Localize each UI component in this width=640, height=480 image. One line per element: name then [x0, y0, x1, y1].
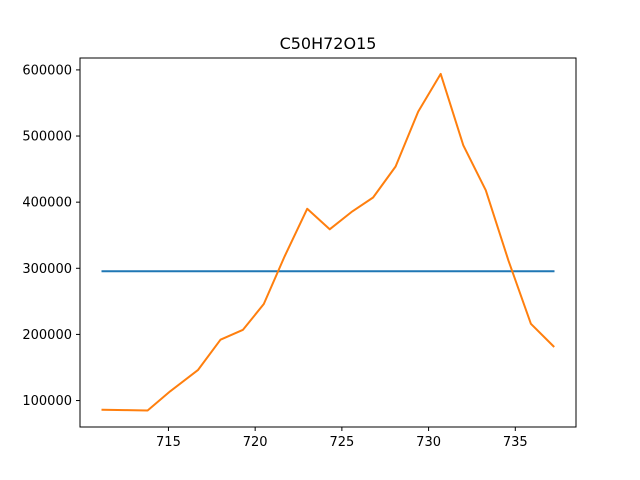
y-tick-label: 200000: [22, 328, 72, 343]
plot-area-frame: [79, 57, 577, 428]
x-tick-label: 730: [416, 435, 441, 450]
y-tick-label: 600000: [22, 63, 72, 78]
x-tick-label: 720: [243, 435, 268, 450]
x-tick-label: 725: [329, 435, 354, 450]
x-axis: 715 720 725 730 735: [156, 427, 528, 450]
y-tick-label: 500000: [22, 130, 72, 145]
y-axis: 100000 200000 300000 400000 500000 600000: [22, 63, 80, 409]
chart-title: C50H72O15: [280, 34, 377, 53]
series-layer: [101, 72, 555, 412]
y-tick-label: 400000: [22, 196, 72, 211]
x-tick-label: 715: [156, 435, 181, 450]
y-tick-label: 300000: [22, 262, 72, 277]
series-line-2: [101, 72, 555, 412]
y-tick-label: 100000: [22, 394, 72, 409]
x-tick-label: 735: [503, 435, 528, 450]
